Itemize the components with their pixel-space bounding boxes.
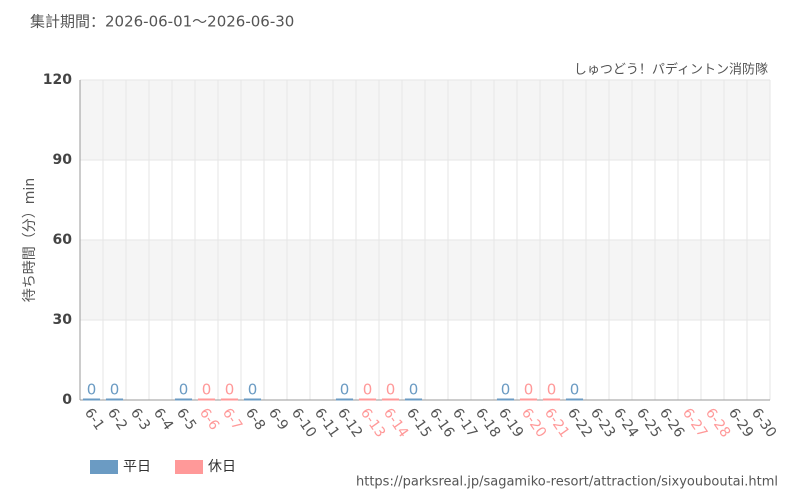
y-tick-label: 30: [53, 312, 73, 328]
x-tick-label: 6-27: [679, 405, 710, 440]
legend-swatch: [90, 460, 118, 474]
bar: [519, 398, 538, 401]
x-tick-label: 6-2: [104, 405, 130, 433]
data-label: 0: [570, 381, 580, 399]
x-tick-label: 6-28: [702, 405, 733, 440]
data-label: 0: [179, 381, 189, 399]
x-tick-label: 6-15: [403, 405, 434, 440]
data-label: 0: [225, 381, 235, 399]
data-label: 0: [110, 381, 120, 399]
bar: [197, 398, 216, 401]
bar: [174, 398, 193, 401]
x-tick-label: 6-26: [656, 405, 687, 440]
legend-swatch: [175, 460, 203, 474]
legend-label: 平日: [123, 459, 151, 475]
data-label: 0: [524, 381, 534, 399]
bar: [381, 398, 400, 401]
x-tick-label: 6-29: [725, 405, 756, 440]
y-tick-label: 120: [43, 72, 72, 88]
x-tick-label: 6-6: [196, 405, 222, 433]
x-tick-label: 6-10: [288, 405, 319, 440]
chart-subtitle: しゅつどう！パディントン消防隊: [574, 62, 768, 78]
bar: [565, 398, 584, 401]
bar: [496, 398, 515, 401]
bar: [243, 398, 262, 401]
x-tick-label: 6-12: [334, 405, 365, 440]
y-tick-label: 90: [53, 152, 73, 168]
x-tick-label: 6-16: [426, 405, 457, 440]
x-tick-label: 6-18: [472, 405, 503, 440]
x-tick-label: 6-4: [150, 405, 176, 433]
x-tick-label: 6-1: [81, 405, 107, 433]
x-tick-label: 6-19: [495, 405, 526, 440]
x-tick-label: 6-20: [518, 405, 549, 440]
x-tick-label: 6-11: [311, 405, 342, 440]
data-label: 0: [386, 381, 396, 399]
x-tick-label: 6-24: [610, 405, 641, 440]
x-tick-label: 6-22: [564, 405, 595, 440]
x-tick-label: 6-30: [748, 405, 779, 440]
x-tick-label: 6-25: [633, 405, 664, 440]
x-tick-label: 6-7: [219, 405, 245, 433]
x-tick-label: 6-3: [127, 405, 153, 433]
legend-label: 休日: [208, 459, 236, 475]
bar: [82, 398, 101, 401]
data-label: 0: [501, 381, 511, 399]
chart-title: 集計期間：2026-06-01～2026-06-30: [30, 13, 294, 31]
x-tick-label: 6-8: [242, 405, 268, 433]
data-label: 0: [87, 381, 97, 399]
x-tick-label: 6-14: [380, 405, 411, 440]
x-tick-label: 6-5: [173, 405, 199, 433]
bar: [542, 398, 561, 401]
bar: [404, 398, 423, 401]
y-tick-label: 60: [53, 232, 73, 248]
bar: [105, 398, 124, 401]
data-label: 0: [547, 381, 557, 399]
data-label: 0: [202, 381, 212, 399]
data-label: 0: [409, 381, 419, 399]
x-tick-label: 6-21: [541, 405, 572, 440]
y-tick-label: 0: [62, 392, 72, 408]
data-label: 0: [248, 381, 258, 399]
x-tick-label: 6-13: [357, 405, 388, 440]
y-axis-label: 待ち時間（分）min: [22, 178, 38, 302]
x-tick-label: 6-17: [449, 405, 480, 440]
data-label: 0: [340, 381, 350, 399]
data-label: 0: [363, 381, 373, 399]
bar: [220, 398, 239, 401]
source-url: https://parksreal.jp/sagamiko-resort/att…: [356, 475, 778, 490]
bar: [335, 398, 354, 401]
x-tick-label: 6-23: [587, 405, 618, 440]
bar: [358, 398, 377, 401]
x-tick-label: 6-9: [265, 405, 291, 433]
